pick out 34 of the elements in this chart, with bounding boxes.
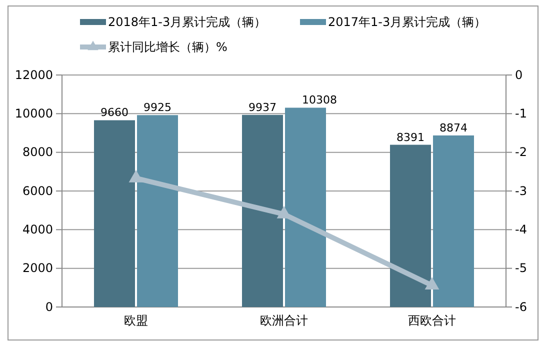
y2-tick-label: -2 xyxy=(515,145,527,160)
x-tick-label: 欧洲合计 xyxy=(260,313,308,328)
point xyxy=(128,170,144,182)
bar xyxy=(242,114,283,307)
x-tick-label: 欧盟 xyxy=(124,313,148,328)
y-tick-label: 4000 xyxy=(22,222,53,237)
bar xyxy=(94,120,135,307)
y2-tick-label: -5 xyxy=(515,261,527,276)
legend-label: 2018年1-3月累计完成（辆） xyxy=(108,15,266,29)
legend-label: 2017年1-3月累计完成（辆） xyxy=(328,15,486,29)
y2-tick-label: -3 xyxy=(515,184,527,198)
y-tick-label: 2000 xyxy=(22,261,53,276)
y2-tick-label: 0 xyxy=(515,68,523,82)
data-label: 8874 xyxy=(440,121,468,134)
bar xyxy=(137,115,178,307)
y-tick-label: 6000 xyxy=(22,184,53,198)
y-tick-label: 0 xyxy=(45,300,53,314)
y-tick-label: 12000 xyxy=(14,68,53,82)
y-tick-label: 8000 xyxy=(22,145,53,160)
legend-label: 累计同比增长（辆）% xyxy=(108,40,228,54)
y-tick-label: 10000 xyxy=(14,106,53,121)
bar xyxy=(390,144,431,307)
y2-tick-label: -1 xyxy=(515,106,527,121)
bar xyxy=(285,108,326,307)
bar xyxy=(433,135,474,307)
data-label: 10308 xyxy=(302,94,337,107)
y2-tick-label: -4 xyxy=(515,222,527,237)
y2-tick-label: -6 xyxy=(515,300,527,314)
data-label: 9937 xyxy=(248,100,276,114)
data-label: 9660 xyxy=(100,106,128,120)
point xyxy=(424,277,440,290)
data-label: 9925 xyxy=(144,101,172,114)
x-tick-label: 西欧合计 xyxy=(408,313,456,328)
data-label: 8391 xyxy=(396,130,424,144)
